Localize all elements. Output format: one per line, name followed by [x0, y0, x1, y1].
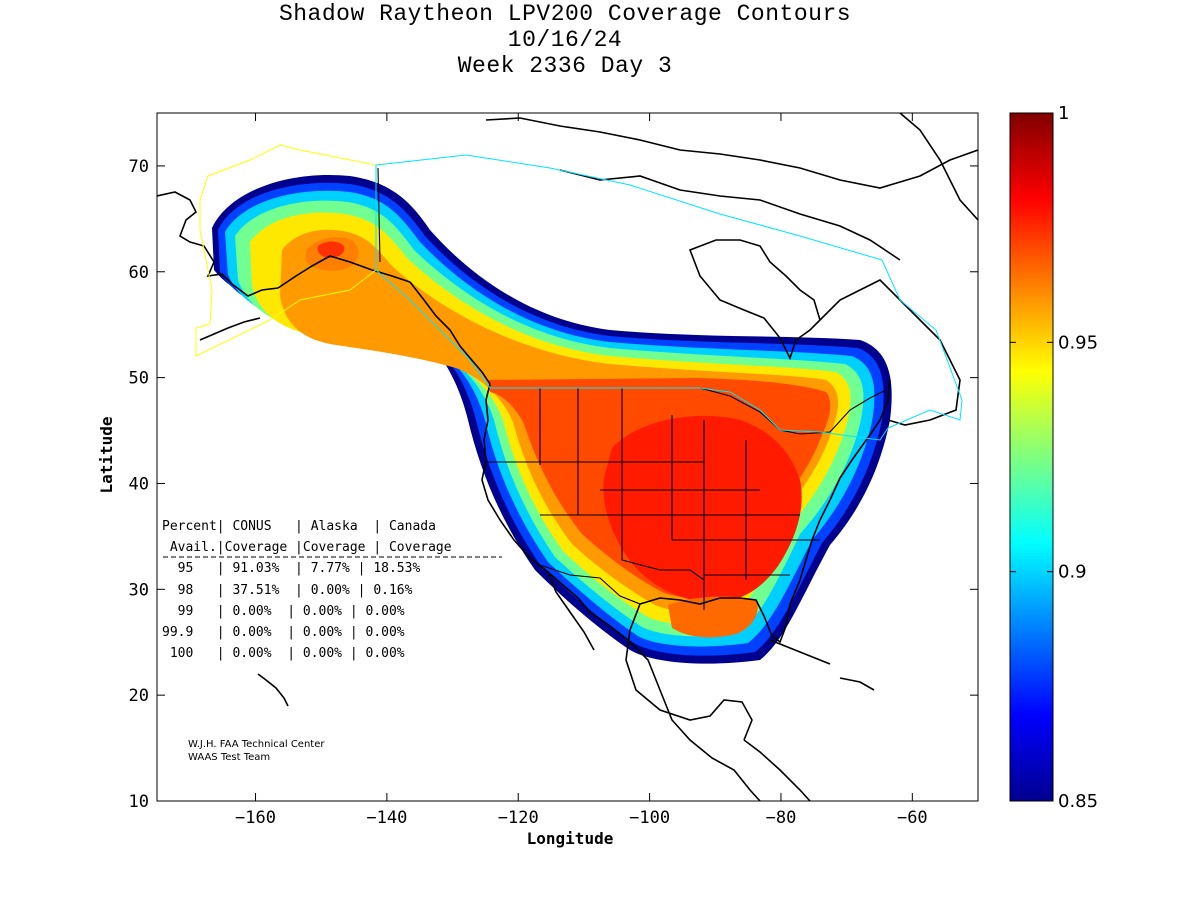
border-us-canada: [490, 387, 887, 435]
alaska-boundary: [195, 144, 377, 357]
coastline-gulf: [639, 379, 891, 644]
x-axis-ticks: −160 −140 −120 −100 −80 −60: [235, 113, 928, 828]
x-axis-title: Longitude: [527, 829, 614, 848]
y-tick-label: 40: [129, 474, 149, 494]
grid-states-horizontal: [488, 461, 820, 576]
coastline-arctic-islands: [485, 117, 978, 189]
y-tick-label: 60: [129, 263, 149, 283]
border-us-mexico: [539, 564, 641, 605]
colorbar: [1009, 112, 1054, 802]
table-row-98: 98 | 37.51% | 0.00% | 0.16%: [162, 583, 413, 598]
coastline-arctic-islands-2: [559, 169, 901, 261]
border-texas: [621, 515, 705, 581]
x-tick-label: −60: [897, 808, 928, 828]
x-tick-label: −100: [629, 808, 670, 828]
canada-boundary: [375, 154, 963, 441]
coastline-greenland: [899, 113, 978, 221]
y-tick-label: 10: [129, 792, 149, 812]
title-line-3: Week 2336 Day 3: [457, 53, 673, 79]
contour-orange-southeast: [668, 596, 758, 638]
coverage-table: Percent| CONUS | Alaska | Canada Avail.|…: [162, 519, 502, 661]
y-tick-label: 50: [129, 369, 149, 389]
x-tick-label: −160: [235, 808, 276, 828]
colorbar-tick-label: 0.95: [1058, 332, 1098, 353]
title-line-1: Shadow Raytheon LPV200 Coverage Contours: [278, 1, 852, 27]
y-tick-label: 30: [129, 580, 149, 600]
coastline-west-us: [481, 383, 761, 801]
coastline-hudson-bay: [688, 239, 821, 361]
x-tick-label: −80: [766, 808, 797, 828]
state-borders: [377, 167, 887, 610]
colorbar-tick-label: 0.9: [1058, 562, 1087, 583]
coastlines: [157, 113, 978, 801]
title-line-2: 10/16/24: [507, 27, 623, 53]
y-tick-label: 70: [129, 157, 149, 177]
x-tick-label: −120: [498, 808, 539, 828]
region-boundaries: [195, 144, 963, 441]
coastline-labrador: [819, 279, 961, 426]
coastline-central-america: [743, 739, 811, 801]
credit-line-2: WAAS Test Team: [188, 752, 270, 763]
border-alaska-canada: [377, 167, 381, 263]
colorbar-tick-label: 1: [1058, 103, 1069, 124]
plot-frame: [156, 112, 979, 802]
grid-states-vertical: [539, 388, 747, 610]
y-axis-title: Latitude: [97, 416, 116, 493]
table-row-95: 95 | 91.03% | 7.77% | 18.53%: [162, 561, 420, 576]
coastline-aleutians: [199, 317, 261, 341]
coastline-hawaii: [257, 673, 289, 707]
coastline-baja: [547, 571, 595, 651]
x-tick-label: −140: [366, 808, 407, 828]
table-row-99: 99 | 0.00% | 0.00% | 0.00%: [162, 604, 405, 619]
table-header-2: Avail.|Coverage |Coverage | Coverage: [162, 540, 452, 555]
table-header-1: Percent| CONUS | Alaska | Canada: [162, 519, 436, 534]
table-row-100: 100 | 0.00% | 0.00% | 0.00%: [162, 646, 405, 661]
coastline-alaska-west: [157, 191, 491, 385]
table-row-99-9: 99.9 | 0.00% | 0.00% | 0.00%: [162, 625, 405, 640]
credit-line-1: W.J.H. FAA Technical Center: [188, 739, 325, 750]
coverage-contours: [212, 174, 892, 664]
y-tick-label: 20: [129, 686, 149, 706]
contour-red-alaska: [317, 241, 345, 258]
colorbar-ticks: 1 0.95 0.9 0.85: [1010, 103, 1098, 812]
coastline-mexico-east: [625, 603, 753, 741]
colorbar-tick-label: 0.85: [1058, 791, 1098, 812]
coastline-cuba: [769, 639, 831, 665]
coastline-hispaniola: [839, 677, 875, 691]
y-axis-ticks: 10 20 30 40 50 60 70: [129, 157, 978, 812]
